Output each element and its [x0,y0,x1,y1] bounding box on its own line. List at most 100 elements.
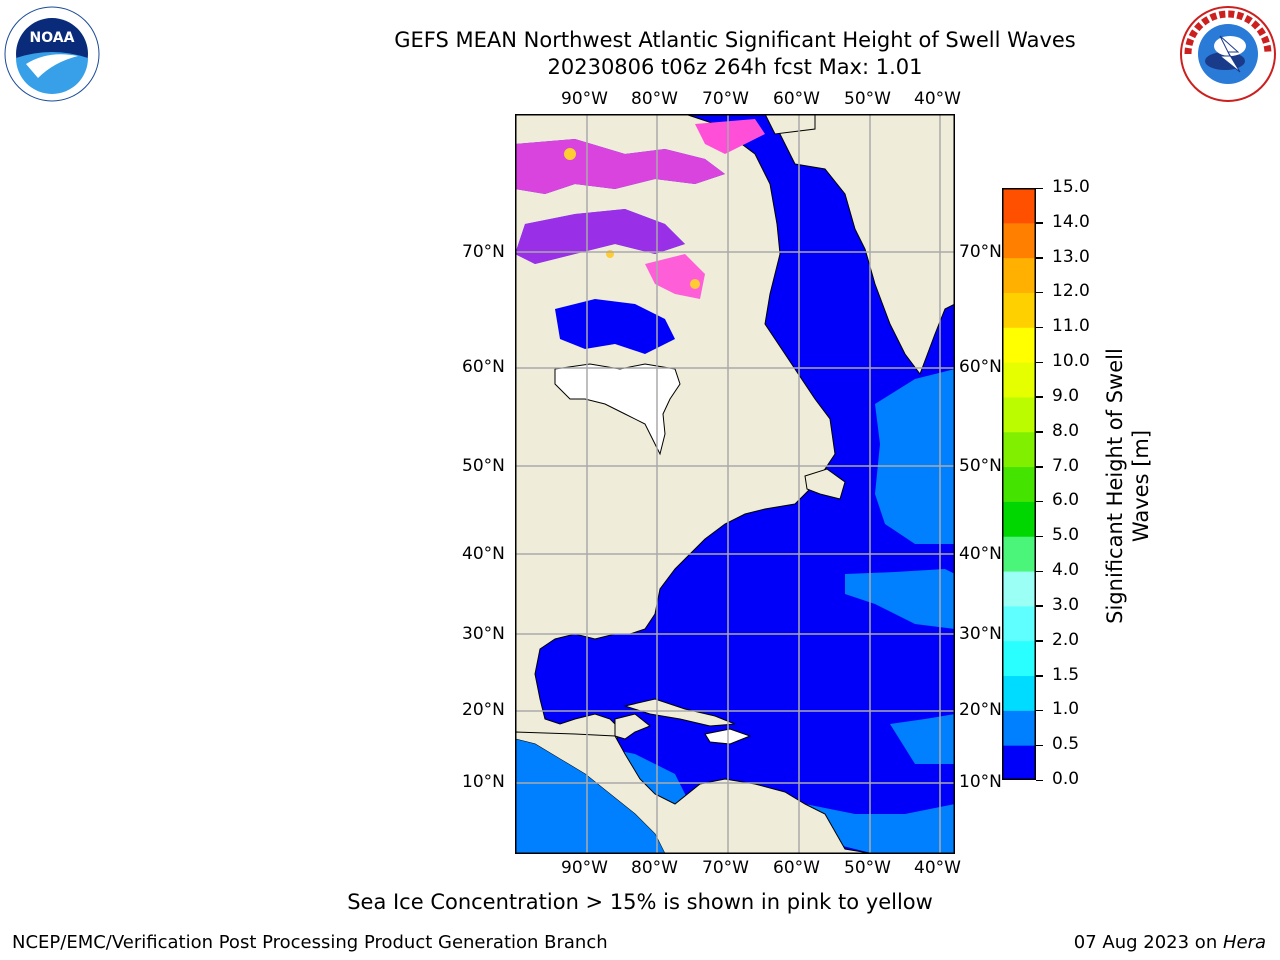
eastern-pacific-area [515,739,665,854]
colorbar-segment [1002,188,1036,224]
colorbar-tick-mark [1036,361,1043,364]
colorbar-tick-mark [1036,396,1043,398]
sea-ice-yellow-2 [690,279,700,289]
colorbar-tick-mark [1036,326,1043,329]
colorbar-tick-label: 10.0 [1052,351,1090,372]
colorbar-tick-label: 13.0 [1052,246,1090,267]
colorbar-segment [1002,327,1036,363]
lat-tick-right-20n: 20°N [959,700,1002,720]
colorbar-tick-mark [1036,187,1043,189]
map-svg [514,113,956,855]
graticule [515,114,955,854]
lon-tick-top-50w: 50°W [844,89,891,109]
colorbar-tick-label: 0.5 [1052,734,1080,755]
footer-date-text: 07 Aug 2023 on [1073,932,1223,953]
colorbar-tick-label: 7.0 [1052,455,1080,476]
colorbar-tick-mark [1036,779,1043,781]
colorbar-tick-label: 5.0 [1052,525,1080,546]
colorbar-tick-label: 1.0 [1052,699,1080,720]
colorbar-tick-label: 14.0 [1052,211,1090,232]
colorbar-tick-mark [1036,257,1043,259]
lon-tick-top-80w: 80°W [631,89,678,109]
colorbar-tick-mark [1036,500,1043,503]
lat-tick-left-50n: 50°N [462,456,505,476]
colorbar-label-line2: Waves [m] [1129,429,1153,543]
footer-host: Hera [1222,932,1266,953]
colorbar-label-line1: Significant Height of Swell [1103,348,1127,624]
colorbar-tick-mark [1036,466,1043,468]
colorbar-tick-label: 2.0 [1052,629,1080,650]
lon-tick-top-60w: 60°W [773,89,820,109]
lat-tick-right-30n: 30°N [959,624,1002,644]
colorbar-tick-label: 6.0 [1052,490,1080,511]
colorbar-tick-mark [1036,675,1043,677]
chart-title: GEFS MEAN Northwest Atlantic Significant… [394,28,1076,52]
colorbar-segment [1002,675,1036,711]
sea-ice-area-4 [695,119,765,154]
lon-tick-bottom-50w: 50°W [844,858,891,878]
footer-credit: NCEP/EMC/Verification Post Processing Pr… [12,932,608,953]
footer-date: 07 Aug 2023 on Hera [1074,932,1266,953]
sea-ice-yellow-3 [606,250,614,258]
colorbar-label: Significant Height of Swell Waves [m] [1102,336,1154,636]
colorbar-tick-mark [1036,535,1043,538]
colorbar-segment [1002,745,1036,781]
lon-tick-bottom-40w: 40°W [914,858,961,878]
colorbar-tick-label: 15.0 [1052,177,1090,197]
colorbar-tick-mark [1036,605,1043,607]
colorbar-tick-label: 9.0 [1052,385,1080,406]
sea-ice-yellow-1 [564,148,576,160]
colorbar-segment [1002,257,1036,293]
colorbar-segment [1002,466,1036,502]
sea-ice-area-2 [515,209,685,264]
colorbar-tick-mark [1036,744,1043,747]
lat-tick-right-10n: 10°N [959,772,1002,792]
colorbar-tick-label: 4.0 [1052,560,1080,581]
colorbar [1002,188,1036,781]
map-panel [514,113,956,855]
colorbar-segment [1002,501,1036,537]
cuba-land [623,698,736,727]
lon-tick-bottom-80w: 80°W [631,858,678,878]
map-frame [515,114,955,854]
north-america-land [514,113,836,745]
colorbar-tick-label: 3.0 [1052,594,1080,615]
colorbar-svg [1002,188,1036,781]
nws-logo [1180,6,1276,102]
colorbar-segment [1002,710,1036,746]
colorbar-tick-mark [1036,431,1043,433]
lat-tick-left-30n: 30°N [462,624,505,644]
caption: Sea Ice Concentration > 15% is shown in … [347,890,933,914]
noaa-logo: NOAA [4,6,100,102]
colorbar-segment [1002,640,1036,677]
lat-tick-left-40n: 40°N [462,544,505,564]
lat-tick-left-20n: 20°N [462,700,505,720]
colorbar-segment [1002,222,1036,259]
foxe-basin [555,299,675,354]
colorbar-tick-label: 0.0 [1052,769,1080,789]
colorbar-tick-mark [1036,291,1043,294]
colorbar-tick-label: 8.0 [1052,420,1080,441]
lat-tick-right-50n: 50°N [959,456,1002,476]
lat-tick-left-70n: 70°N [462,242,505,262]
colorbar-frame [1002,188,1036,780]
sea-ice-area-3 [645,254,705,299]
colorbar-segment [1002,292,1036,328]
colorbar-segment [1002,571,1036,607]
colorbar-tick-label: 11.0 [1052,316,1090,337]
swell-north-area [875,369,955,544]
colorbar-tick-label: 12.0 [1052,281,1090,302]
chart-subtitle: 20230806 t06z 264h fcst Max: 1.01 [547,55,923,79]
lat-tick-right-40n: 40°N [959,544,1002,564]
lon-tick-bottom-90w: 90°W [561,858,608,878]
lat-tick-right-70n: 70°N [959,242,1002,262]
lon-tick-bottom-70w: 70°W [702,858,749,878]
colorbar-tick-mark [1036,222,1043,224]
lat-tick-left-60n: 60°N [462,357,505,377]
colorbar-segment [1002,536,1036,572]
colorbar-tick-mark [1036,640,1043,642]
lon-tick-top-70w: 70°W [702,89,749,109]
colorbar-tick-mark [1036,570,1043,573]
lon-tick-bottom-60w: 60°W [773,858,820,878]
lat-tick-right-60n: 60°N [959,357,1002,377]
